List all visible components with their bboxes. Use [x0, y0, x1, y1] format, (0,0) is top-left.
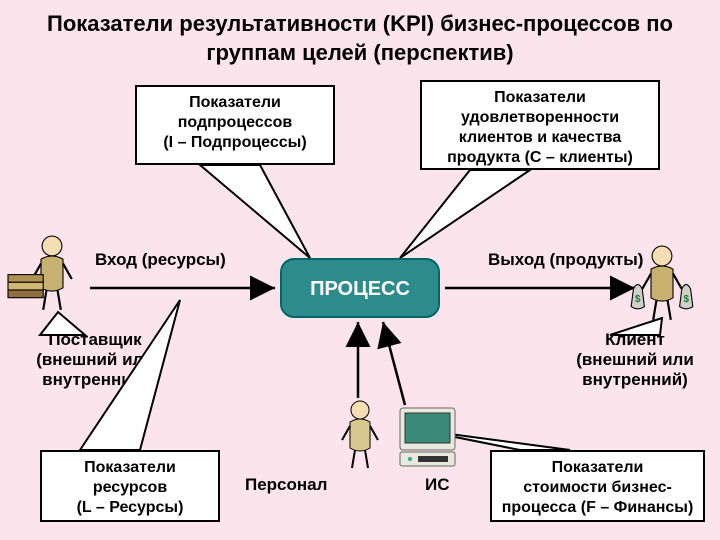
page-title: Показатели результативности (KPI) бизнес… [0, 0, 720, 72]
label-client: Клиент(внешний иливнутренний) [550, 330, 720, 390]
box-finance-kpi: Показателистоимости бизнес-процесса (F –… [490, 450, 705, 522]
svg-text:$: $ [635, 294, 641, 305]
label-personnel: Персонал [245, 475, 327, 495]
box-customer-kpi: Показателиудовлетворенностиклиентов и ка… [420, 80, 660, 170]
label-output: Выход (продукты) [488, 250, 643, 270]
label-input: Вход (ресурсы) [95, 250, 226, 270]
process-box: ПРОЦЕСС [280, 258, 440, 318]
label-supplier: Поставщик(внешний иливнутренний) [10, 330, 180, 390]
box-subprocess-kpi: Показателиподпроцессов(I – Подпроцессы) [135, 85, 335, 165]
svg-text:$: $ [683, 294, 689, 305]
box-resources-kpi: Показателиресурсов(L – Ресурсы) [40, 450, 220, 522]
label-is: ИС [425, 475, 450, 495]
